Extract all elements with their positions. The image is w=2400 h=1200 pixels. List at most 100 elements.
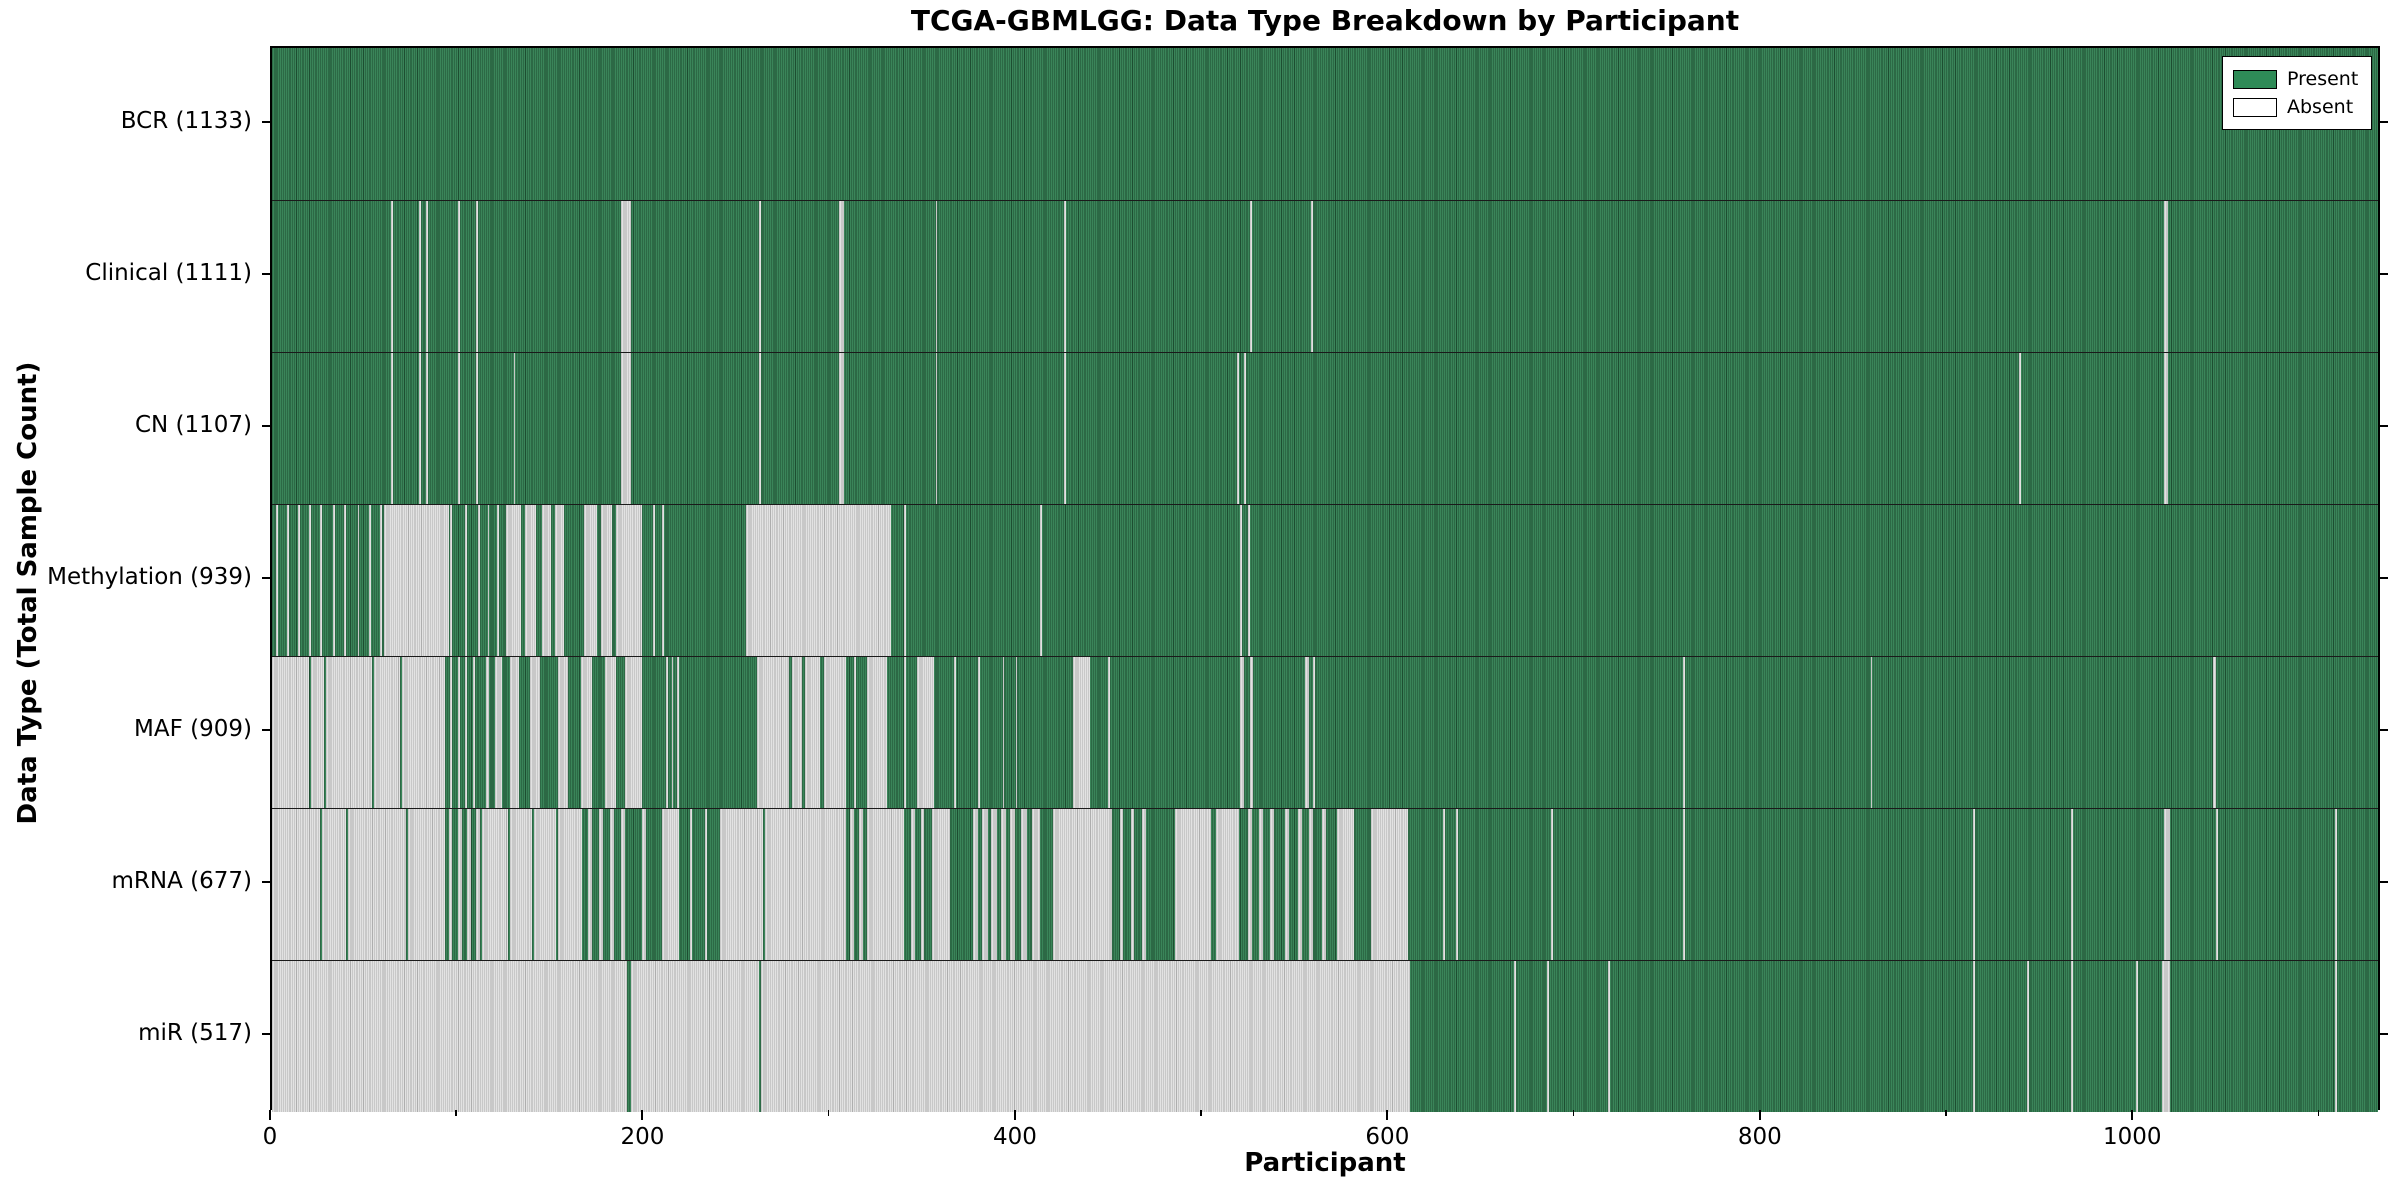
y-tick — [262, 881, 270, 883]
absent-segment — [2164, 353, 2168, 504]
absent-segment — [379, 505, 382, 656]
absent-segment — [621, 201, 631, 352]
x-tick-label: 1000 — [2103, 1124, 2162, 1150]
row-label-maf: MAF (909) — [134, 716, 252, 742]
absent-segment — [374, 657, 401, 808]
absent-segment — [368, 505, 371, 656]
absent-segment — [1270, 809, 1274, 960]
absent-segment — [1443, 809, 1445, 960]
y-tick — [262, 1033, 270, 1035]
absent-segment — [903, 505, 906, 656]
y-tick — [2380, 121, 2388, 123]
absent-segment — [457, 657, 460, 808]
absent-segment — [911, 809, 916, 960]
absent-segment — [2136, 961, 2139, 1112]
absent-segment — [580, 657, 592, 808]
row-label-mrna: mRNA (677) — [111, 868, 252, 894]
absent-segment — [759, 353, 761, 504]
x-tick-label: 600 — [1365, 1124, 1410, 1150]
absent-segment — [1247, 809, 1252, 960]
y-tick — [2380, 881, 2388, 883]
absent-segment — [705, 809, 707, 960]
absent-segment — [584, 505, 598, 656]
absent-segment — [1032, 809, 1040, 960]
absent-segment — [630, 961, 759, 1112]
plot-area — [270, 46, 2380, 1112]
absent-segment — [1259, 809, 1263, 960]
absent-segment — [2026, 961, 2029, 1112]
absent-segment — [1456, 809, 1458, 960]
absent-segment — [482, 809, 509, 960]
absent-segment — [1682, 809, 1685, 960]
absent-segment — [418, 353, 421, 504]
x-tick-major — [641, 1110, 644, 1120]
absent-segment — [2164, 809, 2170, 960]
y-tick — [262, 577, 270, 579]
absent-segment — [558, 809, 583, 960]
absent-segment — [1513, 961, 1516, 1112]
absent-segment — [476, 809, 481, 960]
absent-segment — [1547, 961, 1549, 1112]
x-tick-minor — [1200, 1110, 1202, 1116]
absent-segment — [1141, 809, 1146, 960]
x-tick-major — [1386, 1110, 1389, 1120]
x-tick-minor — [455, 1110, 457, 1116]
x-axis-label: Participant — [1244, 1148, 1406, 1178]
absent-segment — [311, 657, 325, 808]
absent-segment — [621, 809, 626, 960]
present-fill — [272, 201, 2378, 352]
absent-segment — [1052, 809, 1113, 960]
absent-segment — [325, 657, 373, 808]
absent-segment — [677, 657, 680, 808]
row-label-clinical: Clinical (1111) — [85, 260, 252, 286]
absent-segment — [2164, 201, 2168, 352]
x-tick-label: 200 — [620, 1124, 665, 1150]
y-tick — [2380, 577, 2388, 579]
absent-segment — [534, 809, 557, 960]
absent-segment — [418, 201, 421, 352]
absent-segment — [1039, 505, 1042, 656]
absent-segment — [2162, 961, 2170, 1112]
legend-swatch-present-icon — [2233, 69, 2277, 89]
x-tick-major — [1013, 1110, 1016, 1120]
absent-segment — [402, 657, 445, 808]
absent-segment — [604, 657, 616, 808]
absent-segment — [478, 505, 481, 656]
absent-segment — [1119, 809, 1124, 960]
absent-segment — [1312, 657, 1315, 808]
absent-segment — [509, 809, 533, 960]
absent-segment — [1216, 809, 1239, 960]
absent-segment — [476, 201, 479, 352]
absent-segment — [272, 809, 321, 960]
absent-segment — [1240, 657, 1245, 808]
legend-entry-present: Present — [2233, 65, 2361, 93]
absent-segment — [935, 353, 938, 504]
heatmap-row-mrna — [272, 808, 2378, 960]
absent-segment — [457, 353, 460, 504]
absent-segment — [457, 809, 462, 960]
legend-label-absent: Absent — [2287, 96, 2354, 118]
heatmap-row-clinical — [272, 200, 2378, 352]
absent-segment — [931, 809, 951, 960]
x-tick-minor — [1572, 1110, 1575, 1116]
x-tick-major — [269, 1110, 271, 1120]
legend: Present Absent — [2222, 56, 2372, 130]
absent-segment — [615, 505, 642, 656]
absent-segment — [506, 505, 522, 656]
legend-label-present: Present — [2287, 68, 2359, 90]
absent-segment — [757, 657, 789, 808]
absent-segment — [1015, 657, 1018, 808]
absent-segment — [1244, 353, 1246, 504]
absent-segment — [348, 809, 406, 960]
absent-segment — [476, 353, 479, 504]
absent-segment — [625, 657, 642, 808]
row-label-methylation: Methylation (939) — [47, 564, 252, 590]
absent-segment — [760, 961, 1410, 1112]
x-tick-major — [2131, 1110, 2134, 1120]
absent-segment — [495, 657, 503, 808]
y-tick — [2380, 729, 2388, 731]
x-tick-label: 400 — [992, 1124, 1037, 1150]
absent-segment — [850, 809, 854, 960]
absent-segment — [407, 809, 445, 960]
